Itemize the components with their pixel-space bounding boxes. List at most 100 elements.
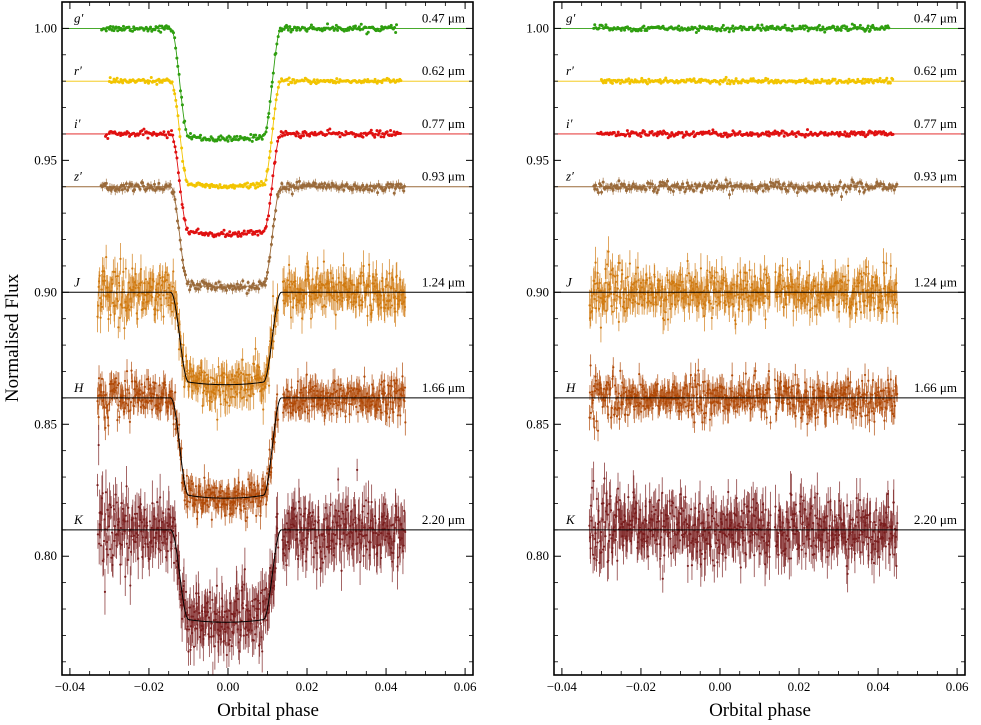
data-point — [287, 294, 290, 297]
data-point — [207, 484, 210, 487]
data-point — [114, 25, 118, 29]
data-point — [262, 408, 265, 411]
data-point — [371, 383, 374, 386]
data-point — [205, 393, 208, 396]
data-point — [218, 183, 222, 187]
data-point — [375, 273, 378, 276]
data-point — [125, 542, 128, 545]
data-point — [399, 182, 403, 186]
data-point — [100, 305, 104, 309]
data-point — [210, 622, 213, 625]
data-point — [122, 183, 126, 187]
data-point — [304, 507, 307, 510]
data-point — [240, 509, 243, 512]
data-point — [254, 347, 257, 350]
data-point — [263, 183, 267, 187]
data-point — [216, 495, 219, 498]
data-point — [164, 271, 167, 274]
data-point — [389, 306, 392, 309]
data-point — [234, 374, 237, 378]
data-point — [297, 179, 301, 183]
data-point — [338, 135, 342, 139]
data-point — [180, 447, 183, 450]
data-point — [289, 30, 293, 34]
data-point — [329, 503, 332, 506]
data-point — [334, 23, 338, 27]
data-point — [231, 288, 235, 292]
data-point — [390, 304, 394, 307]
data-point — [403, 386, 407, 389]
data-point — [241, 279, 245, 283]
data-point — [228, 639, 231, 642]
data-point — [392, 130, 396, 134]
data-point — [330, 412, 333, 415]
data-point — [223, 372, 226, 375]
data-point — [359, 22, 363, 26]
data-point — [195, 602, 198, 605]
data-point — [303, 526, 306, 530]
data-point — [213, 288, 217, 292]
data-point — [385, 130, 389, 134]
data-point — [230, 644, 233, 648]
data-point — [238, 373, 241, 376]
data-point — [401, 375, 404, 378]
data-point — [340, 517, 343, 520]
data-point — [120, 188, 124, 192]
data-point — [260, 137, 264, 141]
data-point — [149, 25, 153, 29]
data-point — [270, 328, 273, 332]
data-point — [200, 371, 204, 374]
data-point — [256, 233, 260, 237]
data-point — [114, 304, 117, 307]
data-point — [309, 317, 313, 320]
data-point — [326, 22, 330, 26]
data-point — [321, 305, 324, 308]
data-point — [115, 76, 119, 80]
data-point — [108, 24, 112, 28]
data-point — [311, 278, 314, 281]
data-point — [130, 183, 134, 187]
data-point — [129, 400, 133, 404]
data-point — [344, 415, 347, 418]
data-point — [245, 633, 248, 636]
data-point — [221, 232, 225, 236]
data-point — [362, 554, 365, 557]
data-point — [148, 520, 152, 523]
data-point — [128, 308, 131, 311]
data-point — [125, 485, 128, 488]
data-point — [377, 182, 381, 186]
data-point — [254, 633, 257, 636]
data-point — [219, 485, 223, 488]
data-point — [351, 187, 355, 191]
data-point — [100, 288, 103, 291]
data-point — [170, 547, 173, 550]
data-point — [306, 412, 310, 415]
data-point — [323, 304, 326, 307]
data-point — [320, 29, 324, 33]
data-point — [355, 405, 358, 409]
data-point — [206, 503, 209, 507]
data-point — [249, 133, 253, 137]
data-point — [333, 379, 336, 383]
data-point — [312, 556, 315, 559]
data-point — [247, 288, 251, 292]
data-point — [205, 373, 209, 376]
data-point — [316, 296, 319, 299]
data-point — [164, 24, 168, 28]
data-point — [188, 232, 192, 236]
data-point — [113, 539, 116, 542]
data-point — [372, 298, 375, 301]
data-point — [102, 390, 105, 394]
data-point — [152, 381, 155, 384]
data-point — [256, 185, 260, 189]
data-point — [119, 563, 122, 566]
data-point — [298, 506, 301, 510]
data-point — [122, 401, 125, 404]
data-point — [117, 404, 120, 407]
data-point — [128, 420, 132, 423]
data-point — [159, 496, 162, 499]
data-point — [310, 542, 313, 545]
data-point — [210, 635, 213, 639]
data-point — [210, 518, 213, 521]
series-k — [62, 424, 473, 675]
